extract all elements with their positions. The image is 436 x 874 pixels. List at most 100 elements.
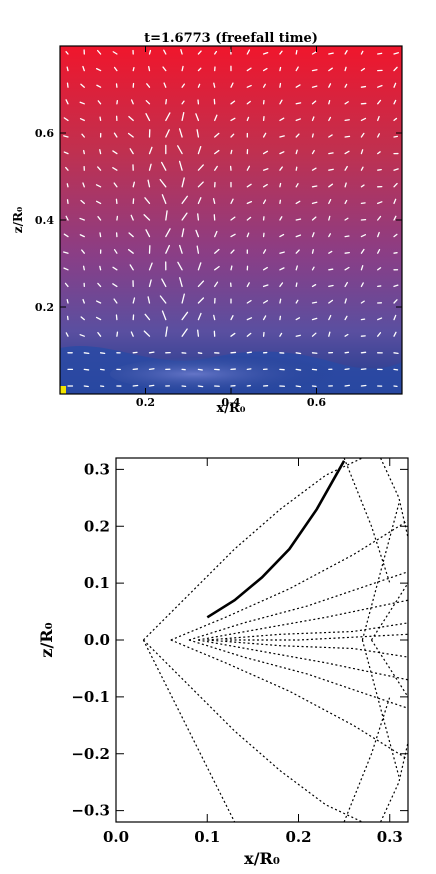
velocity-arrow [279, 267, 285, 271]
velocity-arrow [393, 198, 397, 205]
velocity-arrow [165, 210, 168, 221]
velocity-arrow [148, 163, 152, 171]
velocity-arrow [159, 295, 167, 304]
velocity-arrow [295, 84, 301, 88]
velocity-arrow [344, 266, 350, 271]
velocity-arrow [95, 300, 102, 304]
velocity-arrow [82, 298, 85, 304]
velocity-arrow [279, 233, 285, 238]
velocity-arrow [328, 67, 333, 72]
top-y-tick-label: 0.6 [35, 127, 54, 140]
velocity-arrow [214, 230, 218, 238]
velocity-arrow [63, 267, 69, 271]
velocity-arrow [246, 351, 252, 354]
velocity-arrow [262, 52, 269, 55]
velocity-arrow [214, 248, 220, 254]
velocity-arrow [246, 201, 253, 205]
velocity-arrow [377, 215, 382, 221]
dotted-contour-line-11 [207, 639, 408, 658]
velocity-arrow [328, 83, 332, 88]
velocity-arrow [147, 179, 151, 188]
velocity-arrow [97, 331, 102, 337]
velocity-arrow [148, 49, 152, 55]
velocity-arrow [112, 51, 118, 55]
velocity-arrow [181, 311, 189, 321]
velocity-arrow [246, 165, 251, 171]
velocity-arrow [311, 85, 318, 88]
velocity-arrow [295, 149, 298, 155]
bottom-x-tick-label: 0.1 [194, 828, 220, 846]
velocity-arrow [311, 266, 315, 271]
velocity-arrow [83, 368, 90, 371]
velocity-arrow [197, 181, 204, 188]
velocity-arrow [246, 332, 252, 337]
bottom-y-tick-label: 0.1 [84, 574, 110, 592]
velocity-arrow [295, 102, 302, 105]
velocity-arrow [214, 281, 219, 288]
velocity-arrow [130, 331, 134, 337]
dotted-contour-line-14 [370, 639, 408, 698]
velocity-arrow [80, 199, 85, 205]
dotted-contour-line-18 [343, 696, 391, 822]
velocity-arrow [393, 168, 399, 171]
velocity-arrow [65, 215, 69, 221]
velocity-arrow [165, 326, 168, 337]
velocity-arrow [377, 84, 383, 88]
velocity-arrow [295, 49, 298, 55]
velocity-arrow [295, 368, 302, 371]
bottom-y-ticks: −0.3 −0.2 −0.1 0.0 0.1 0.2 0.3 [71, 460, 408, 820]
velocity-arrow [344, 66, 347, 72]
velocity-arrow [377, 151, 381, 155]
top-y-ticks: 0.2 0.4 0.6 [35, 127, 402, 314]
velocity-arrow [129, 148, 134, 155]
velocity-arrow [128, 115, 134, 122]
bottom-x-axis-label: x/R₀ [244, 849, 280, 868]
velocity-arrow [230, 315, 234, 321]
velocity-arrow [79, 101, 85, 105]
velocity-arrow [197, 312, 202, 321]
velocity-arrow [279, 251, 285, 254]
velocity-arrow [81, 249, 85, 254]
velocity-arrow [246, 232, 250, 238]
velocity-arrow [377, 201, 383, 205]
velocity-arrow [360, 117, 367, 122]
bottom-y-tick-label: 0.2 [84, 517, 110, 535]
velocity-arrow [181, 293, 185, 304]
velocity-arrow [230, 149, 233, 155]
bottom-y-tick-label: 0.0 [84, 631, 110, 649]
velocity-arrow [213, 82, 216, 88]
velocity-arrow [360, 166, 364, 171]
velocity-arrow [279, 166, 283, 171]
velocity-arrow [377, 317, 383, 321]
velocity-arrow [165, 99, 167, 105]
velocity-arrow [99, 352, 106, 355]
velocity-arrow [65, 166, 69, 171]
velocity-arrow [83, 352, 90, 355]
velocity-arrow [96, 84, 102, 88]
velocity-vector-field [63, 49, 399, 388]
velocity-arrow [262, 199, 267, 205]
velocity-arrow [262, 168, 269, 171]
velocity-arrow [377, 168, 382, 171]
velocity-arrow [295, 66, 299, 72]
velocity-arrow [99, 149, 102, 155]
velocity-arrow [79, 217, 85, 221]
velocity-arrow [181, 65, 184, 72]
velocity-arrow [79, 118, 85, 122]
velocity-arrow [113, 132, 118, 138]
velocity-arrow [97, 49, 102, 55]
velocity-arrow [95, 316, 102, 321]
velocity-arrow [279, 216, 283, 221]
velocity-arrow [63, 233, 69, 238]
velocity-arrow [344, 119, 350, 122]
velocity-arrow [213, 314, 216, 321]
top-y-axis-label: z/R₀ [11, 207, 25, 233]
velocity-arrow [99, 232, 102, 238]
velocity-arrow [279, 135, 285, 138]
velocity-arrow [360, 184, 365, 188]
dotted-contour-line-19 [380, 458, 408, 538]
velocity-arrow [377, 133, 380, 138]
velocity-arrow [311, 216, 317, 221]
velocity-arrow [311, 116, 315, 122]
velocity-arrow [148, 368, 155, 371]
